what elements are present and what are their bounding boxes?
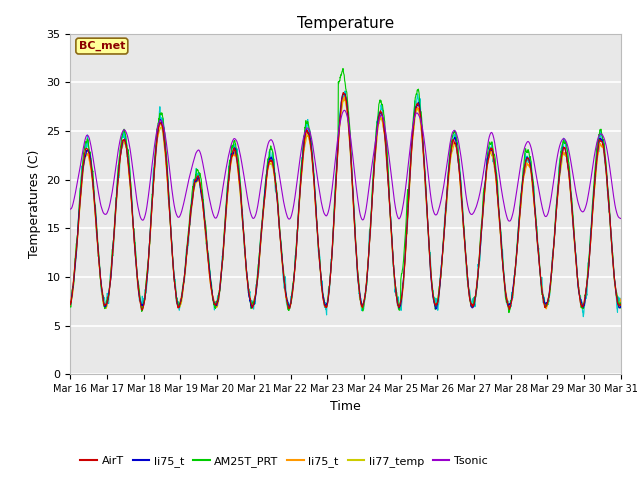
Y-axis label: Temperatures (C): Temperatures (C) — [28, 150, 41, 258]
Title: Temperature: Temperature — [297, 16, 394, 31]
Text: BC_met: BC_met — [79, 41, 125, 51]
X-axis label: Time: Time — [330, 400, 361, 413]
Legend: NR01_PRT: NR01_PRT — [76, 479, 162, 480]
